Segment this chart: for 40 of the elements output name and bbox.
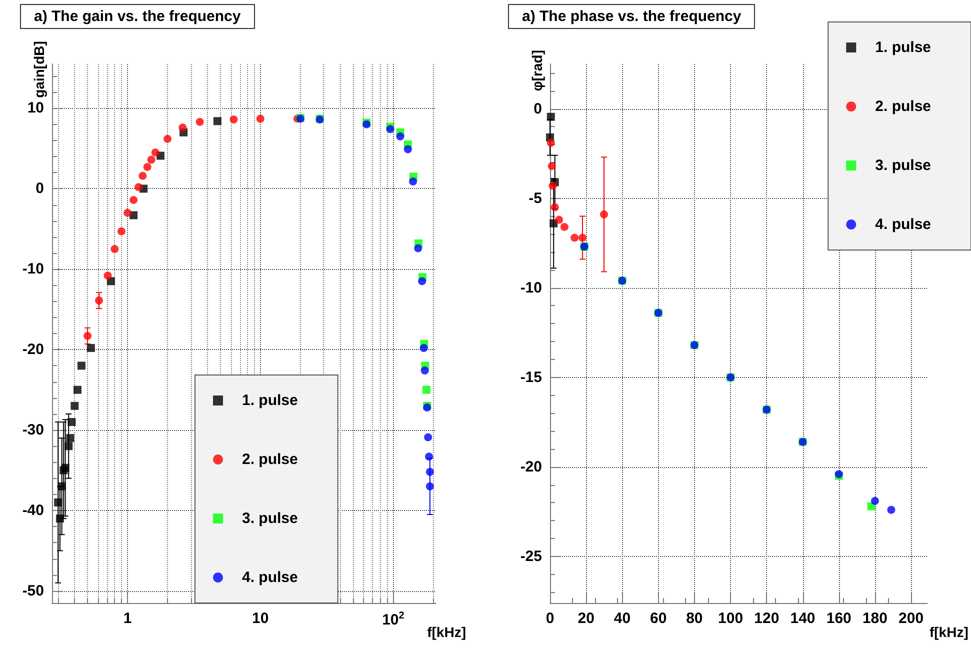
x-tick-label: 60 <box>650 610 667 627</box>
x-tick-label: 180 <box>862 610 888 627</box>
x-tick-label: 20 <box>578 610 594 627</box>
x-axis-title: f[kHz] <box>929 624 968 640</box>
y-tick-label: -5 <box>528 190 542 207</box>
x-tick-label: 1 <box>123 610 132 627</box>
y-axis-title: gain[dB] <box>31 41 47 98</box>
y-tick-label: -10 <box>520 279 542 296</box>
x-tick-label: 80 <box>686 610 703 627</box>
y-tick-label: 10 <box>27 100 44 117</box>
x-tick-label: 160 <box>826 610 852 627</box>
x-tick-label: 10 <box>252 610 269 627</box>
y-tick-label: -20 <box>22 341 44 358</box>
x-tick-label: 100 <box>718 610 744 627</box>
x-axis-title: f[kHz] <box>427 624 466 640</box>
y-tick-label: -40 <box>22 502 44 519</box>
legend-label: 4. pulse <box>242 569 298 586</box>
y-tick-label: 0 <box>534 100 542 118</box>
legend-label: 1. pulse <box>242 392 298 409</box>
y-axis-title: φ[rad] <box>529 50 545 92</box>
y-tick-label: -25 <box>520 548 542 565</box>
y-tick-label: -10 <box>22 260 44 278</box>
legend-label: 4. pulse <box>875 216 932 233</box>
chart-title: a) The gain vs. the frequency <box>34 8 242 25</box>
y-tick-label: -20 <box>520 458 542 476</box>
legend-label: 1. pulse <box>875 39 932 56</box>
legend-label: 3. pulse <box>242 510 298 527</box>
x-tick-label: 120 <box>754 610 780 627</box>
x-tick-label: 200 <box>898 610 924 627</box>
x-tick-label: 140 <box>790 610 816 627</box>
x-tick-label: 0 <box>546 610 554 627</box>
y-tick-label: 0 <box>36 180 44 198</box>
y-tick-label: -30 <box>22 422 44 439</box>
legend-label: 3. pulse <box>875 157 932 174</box>
legend-label: 2. pulse <box>875 98 932 115</box>
legend-label: 2. pulse <box>242 451 298 468</box>
x-tick-label: 40 <box>614 610 631 627</box>
chart-title: a) The phase vs. the frequency <box>522 8 742 25</box>
y-tick-label: -50 <box>22 582 44 600</box>
y-tick-label: -15 <box>520 368 542 386</box>
